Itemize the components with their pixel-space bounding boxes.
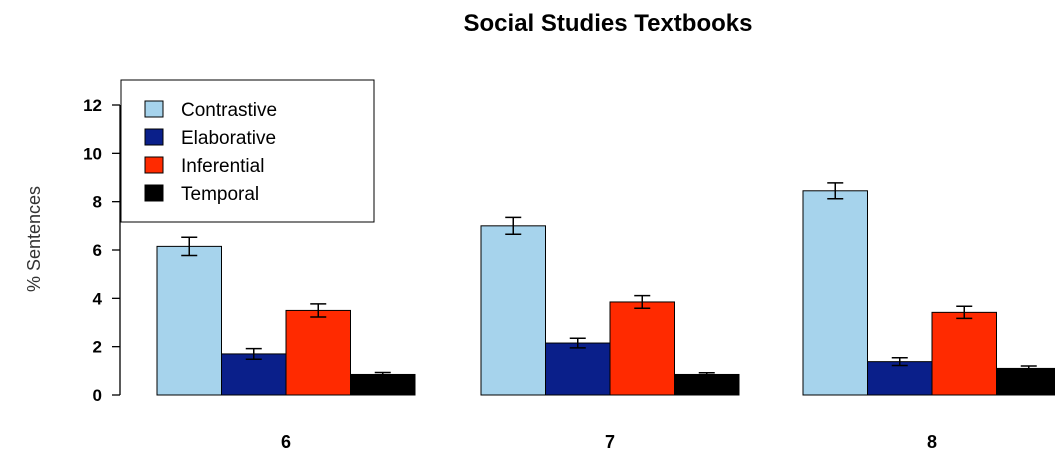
error-bar [505, 216, 522, 236]
y-axis-label: % Sentences [24, 186, 44, 292]
legend-item: Contrastive [144, 100, 277, 121]
legend-swatch [144, 128, 164, 146]
bar [867, 361, 933, 396]
y-axis: 0 2 4 6 8 10 12 [83, 96, 121, 405]
error-bar [1020, 365, 1037, 372]
legend-item: Inferential [144, 156, 264, 177]
y-tick-label: 4 [93, 289, 103, 308]
bar [545, 342, 611, 396]
y-tick-label: 6 [93, 241, 102, 260]
bar [931, 311, 997, 396]
legend-swatch [144, 100, 164, 118]
chart-title: Social Studies Textbooks [464, 10, 753, 37]
error-bar [374, 371, 391, 378]
x-tick-label: 8 [927, 432, 937, 451]
y-tick-label: 10 [83, 144, 102, 163]
error-bar [569, 337, 586, 349]
error-bar [310, 303, 327, 318]
x-tick-label: 7 [605, 432, 615, 451]
legend-swatch [144, 156, 164, 174]
y-tick-label: 12 [83, 96, 102, 115]
x-axis: 6 7 8 [281, 432, 937, 451]
bar [156, 245, 222, 396]
legend-label: Elaborative [181, 128, 276, 149]
x-tick-label: 6 [281, 432, 291, 451]
bars [156, 182, 1055, 396]
error-bar [698, 372, 715, 377]
bar [221, 353, 287, 396]
y-tick-label: 2 [93, 338, 102, 357]
y-tick-label: 0 [93, 386, 102, 405]
error-bar [827, 182, 844, 200]
bar [996, 367, 1055, 396]
legend-label: Inferential [181, 156, 264, 177]
bar [674, 373, 740, 396]
y-tick-label: 8 [93, 193, 102, 212]
error-bar [245, 347, 262, 360]
legend-item: Elaborative [144, 128, 276, 149]
bar [802, 190, 868, 396]
legend-label: Temporal [181, 184, 259, 205]
error-bar [181, 236, 198, 257]
bar [480, 225, 546, 396]
bar [285, 309, 351, 396]
error-bar [956, 305, 973, 320]
error-bar [634, 294, 651, 309]
legend-label: Contrastive [181, 100, 277, 121]
legend: Contrastive Elaborative Inferential Tempora… [120, 79, 375, 223]
legend-swatch [144, 184, 164, 202]
error-bar [891, 357, 908, 367]
bar [609, 301, 675, 396]
bar [350, 373, 416, 396]
legend-item: Temporal [144, 184, 259, 205]
